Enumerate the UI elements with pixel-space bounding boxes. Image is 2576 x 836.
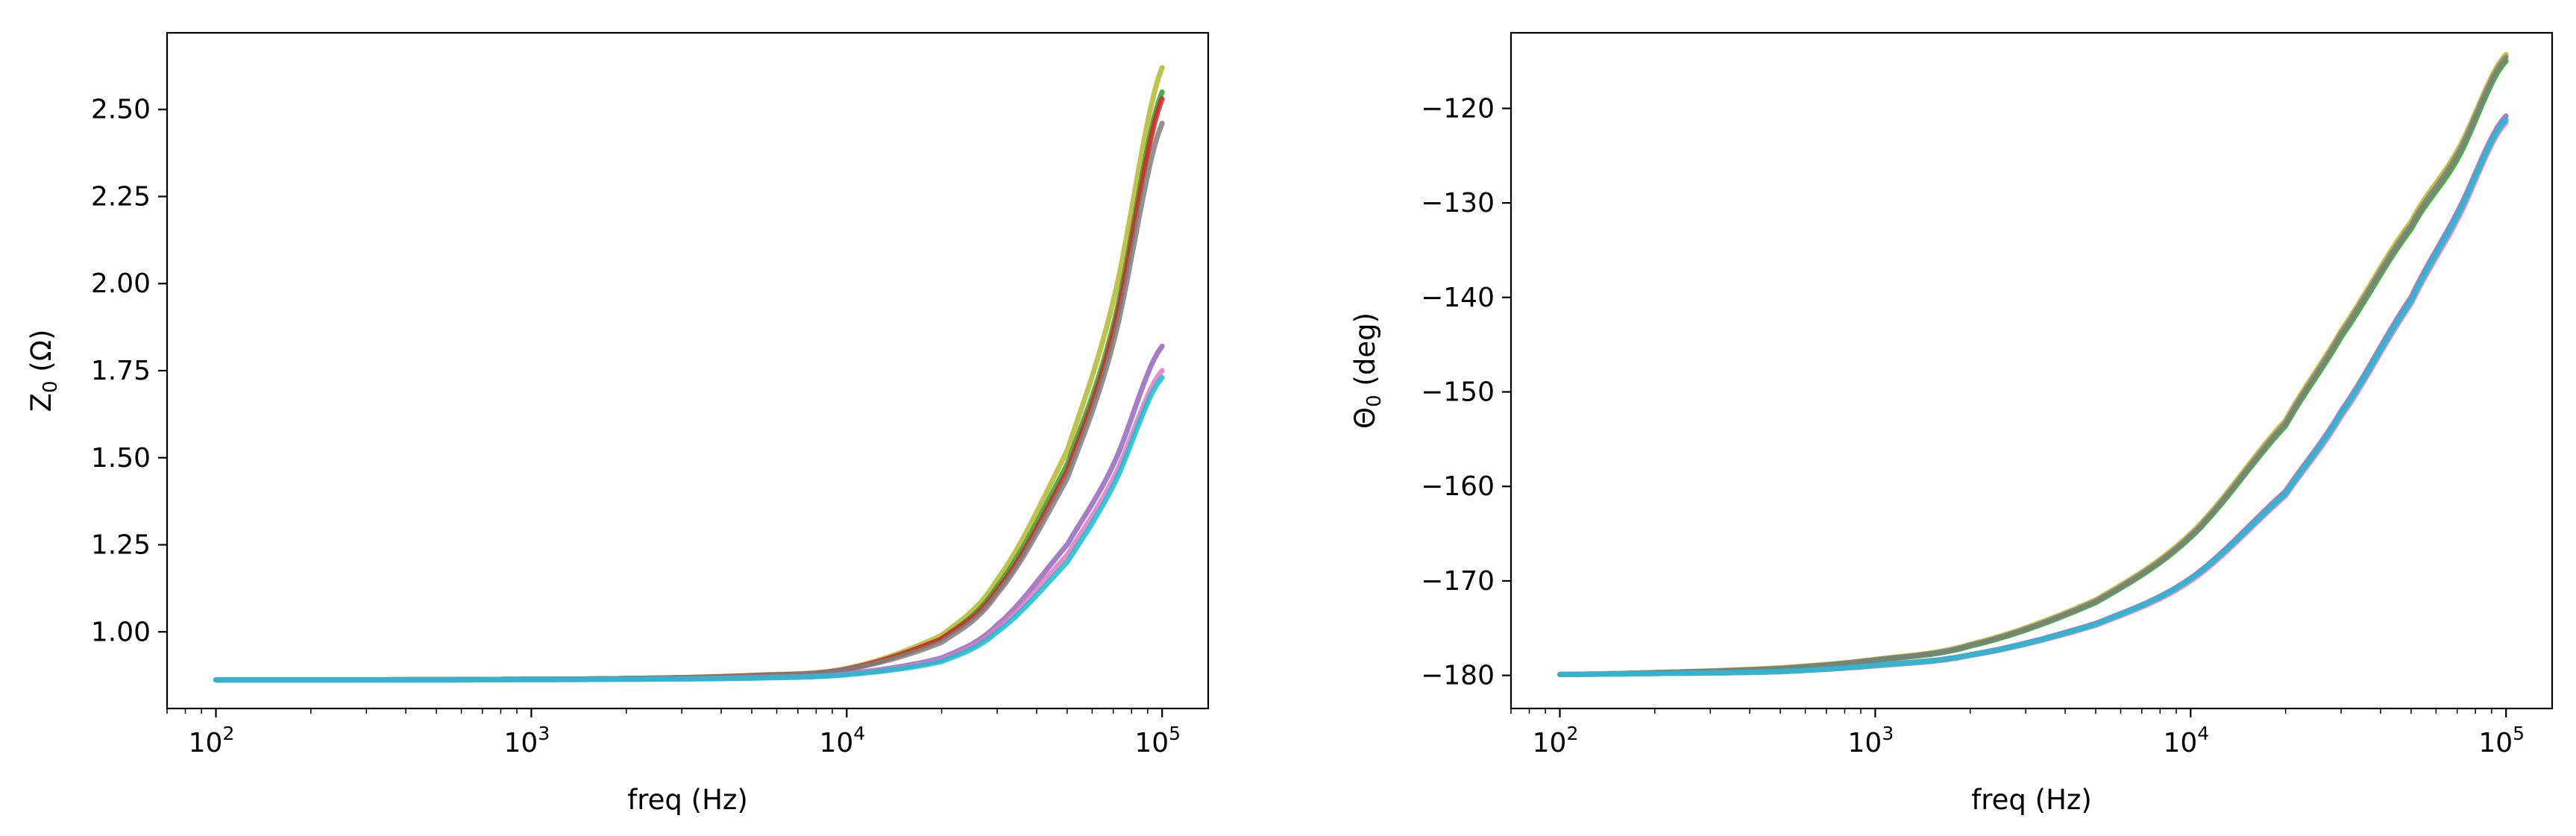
series-line-1-0 bbox=[1557, 51, 2509, 677]
y-tick-label-0-1: 1.25 bbox=[91, 530, 151, 561]
y-tick-label-1-5: −130 bbox=[1421, 188, 1495, 219]
series-line-0-2 bbox=[213, 96, 1165, 683]
x-tick-label-0-3: 105 bbox=[1134, 723, 1181, 758]
x-axis-left: 102 103 104 105 bbox=[166, 708, 1181, 758]
y-tick-label-0-6: 2.50 bbox=[91, 95, 151, 125]
y-tick-label-1-3: −150 bbox=[1421, 377, 1495, 408]
series-lines-right bbox=[1557, 51, 2509, 677]
y-axis-right: −180 −170 −160 −150 −140 −130 −120 bbox=[1421, 93, 1511, 691]
x-tick-label-0-1: 103 bbox=[504, 723, 550, 758]
y-axis-label-right-unit: (deg) bbox=[1349, 312, 1381, 395]
y-axis-label-left-symbol: Z bbox=[25, 393, 57, 412]
series-line-0-1 bbox=[213, 89, 1165, 683]
plot-area-left bbox=[166, 31, 1210, 710]
x-tick-label-0-0: 102 bbox=[189, 723, 235, 758]
y-axis-label-left-subscript: 0 bbox=[40, 381, 62, 394]
y-axis-label-right: Θ0 (deg) bbox=[1349, 312, 1386, 429]
x-axis-right: 102 103 104 105 bbox=[1510, 708, 2525, 758]
plot-frame-right bbox=[1510, 31, 2554, 710]
y-tick-label-0-4: 2.00 bbox=[91, 268, 151, 299]
y-tick-label-0-5: 2.25 bbox=[91, 181, 151, 212]
x-tick-label-1-3: 105 bbox=[2478, 723, 2525, 758]
y-axis-label-right-subscript: 0 bbox=[1363, 395, 1386, 407]
series-line-0-0 bbox=[213, 65, 1165, 683]
y-axis-label-left-unit: (Ω) bbox=[25, 330, 57, 381]
y-axis-label-left: Z0 (Ω) bbox=[25, 330, 62, 412]
series-line-1-5 bbox=[1557, 117, 2509, 677]
series-line-0-5 bbox=[213, 368, 1165, 683]
y-axis-left: 1.00 1.25 1.50 1.75 2.00 2.25 2.50 bbox=[91, 95, 167, 647]
series-line-0-4 bbox=[213, 343, 1165, 683]
chart-right: −180−170−160−150−140−130−120 102 103 104 10… bbox=[1349, 31, 2554, 816]
y-tick-label-1-0: −180 bbox=[1421, 661, 1495, 691]
x-tick-label-1-0: 102 bbox=[1533, 723, 1579, 758]
x-tick-label-1-2: 104 bbox=[2163, 723, 2209, 758]
x-axis-label-right: freq (Hz) bbox=[1971, 784, 2092, 816]
series-line-1-3 bbox=[1557, 113, 2509, 677]
x-axis-label-left: freq (Hz) bbox=[627, 784, 748, 816]
plot-area-right bbox=[1510, 31, 2554, 710]
series-lines-left bbox=[213, 65, 1165, 683]
series-line-1-2 bbox=[1557, 54, 2509, 677]
x-tick-label-1-1: 103 bbox=[1848, 723, 1894, 758]
y-tick-label-0-3: 1.75 bbox=[91, 356, 151, 386]
y-tick-label-1-2: −160 bbox=[1421, 471, 1495, 502]
x-tick-label-0-2: 104 bbox=[819, 723, 865, 758]
y-tick-label-1-6: −120 bbox=[1421, 93, 1495, 124]
series-line-0-3 bbox=[213, 120, 1165, 683]
y-tick-label-1-1: −170 bbox=[1421, 566, 1495, 597]
y-tick-label-0-2: 1.50 bbox=[91, 443, 151, 474]
y-axis-label-right-symbol: Θ bbox=[1349, 407, 1381, 429]
y-tick-label-0-0: 1.00 bbox=[91, 617, 151, 647]
series-line-1-4 bbox=[1557, 119, 2509, 677]
chart-left: 1.001.251.501.752.002.252.50 102 103 104 10… bbox=[25, 31, 1210, 816]
series-line-0-6 bbox=[213, 374, 1165, 683]
series-line-1-1 bbox=[1557, 58, 2509, 677]
y-tick-label-1-4: −140 bbox=[1421, 283, 1495, 313]
plot-frame-left bbox=[166, 31, 1210, 710]
